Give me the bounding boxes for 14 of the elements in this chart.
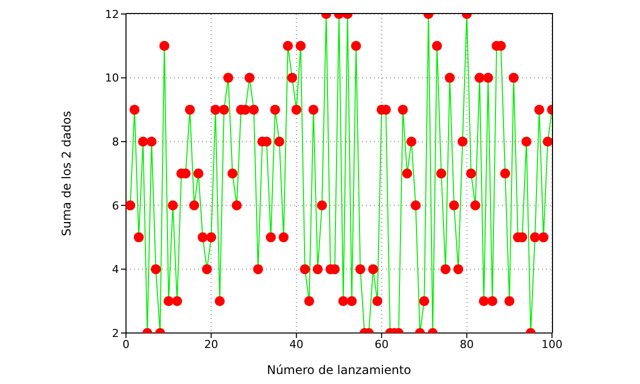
x-tick-label: 20 <box>204 338 218 351</box>
y-tick-label: 12 <box>105 8 119 21</box>
x-tick-label: 40 <box>289 338 304 351</box>
y-tick-label: 10 <box>105 72 119 85</box>
y-tick-label: 2 <box>112 326 119 340</box>
x-tick-label: 80 <box>460 338 474 351</box>
x-tick-label: 100 <box>542 338 562 351</box>
x-axis-title: Número de lanzamiento <box>266 363 412 377</box>
y-tick-label: 6 <box>112 199 119 212</box>
x-tick-label: 0 <box>122 338 130 351</box>
y-tick-label: 8 <box>112 136 119 149</box>
y-axis-title: Suma de los 2 dados <box>59 110 74 236</box>
x-tick-label: 60 <box>374 338 389 351</box>
y-tick-label: 4 <box>112 263 119 276</box>
